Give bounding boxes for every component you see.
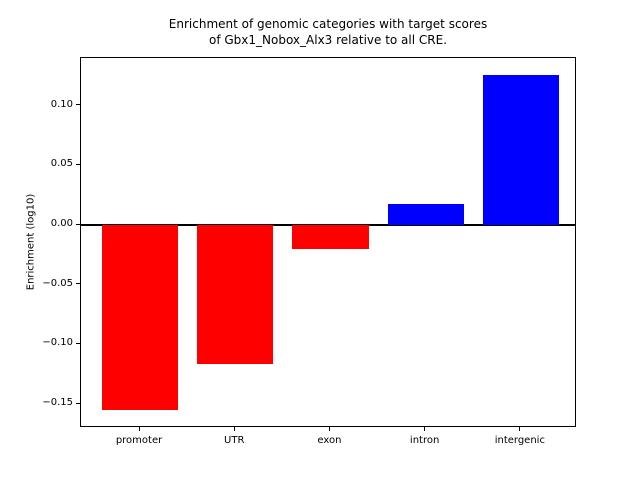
x-tick-label-promoter: promoter (115, 435, 163, 446)
x-tick-label-exon: exon (317, 435, 342, 446)
bar-UTR (197, 225, 274, 364)
x-tick-label-intergenic: intergenic (494, 435, 545, 446)
chart-title-line-2: of Gbx1_Nobox_Alx3 relative to all CRE. (208, 32, 448, 47)
x-tick-mark-intergenic (519, 427, 521, 431)
x-tick-mark-promoter (138, 427, 140, 431)
y-tick-label-0.00: 0.00 (50, 218, 73, 230)
bar-intergenic (482, 74, 559, 226)
y-tick-mark-−0.15 (76, 402, 80, 404)
plot-area (80, 57, 576, 427)
bar-exon (292, 225, 369, 249)
chart-title-line-1: Enrichment of genomic categories with ta… (168, 17, 488, 31)
y-tick-label-−0.15: −0.15 (42, 397, 73, 409)
x-tick-mark-exon (328, 427, 330, 431)
x-tick-label-intron: intron (409, 435, 440, 446)
y-tick-mark-−0.10 (76, 342, 80, 344)
y-tick-mark-0.05 (76, 163, 80, 165)
x-tick-mark-UTR (233, 427, 235, 431)
y-tick-mark-0.10 (76, 104, 80, 106)
y-tick-label-−0.10: −0.10 (42, 337, 73, 349)
y-axis-label: Enrichment (log10) (25, 193, 37, 291)
bar-intron (387, 203, 464, 226)
y-tick-mark-0.00 (76, 223, 80, 225)
x-tick-label-UTR: UTR (224, 435, 245, 446)
y-tick-label-0.05: 0.05 (50, 158, 73, 170)
x-tick-mark-intron (424, 427, 426, 431)
chart-title: Enrichment of genomic categories with ta… (80, 17, 576, 48)
y-tick-label-−0.05: −0.05 (42, 277, 73, 289)
bar-promoter (101, 225, 179, 411)
y-tick-label-0.10: 0.10 (50, 98, 73, 110)
y-tick-mark-−0.05 (76, 283, 80, 285)
